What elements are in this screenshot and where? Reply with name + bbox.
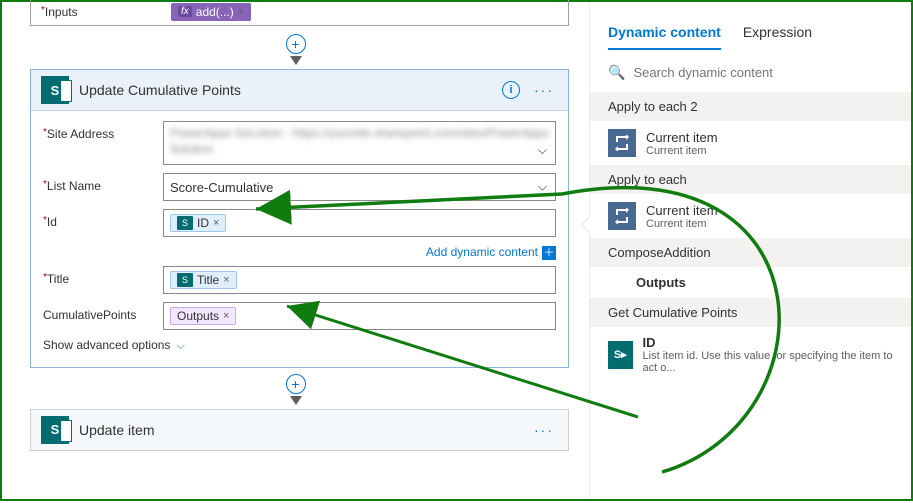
show-advanced-options[interactable]: Show advanced options⌵ — [43, 338, 556, 353]
id-token-remove[interactable]: × — [213, 217, 219, 229]
add-step-button[interactable]: + — [286, 34, 306, 54]
list-name-value: Score-Cumulative — [170, 180, 273, 195]
callout-notch — [582, 217, 590, 233]
sharepoint-icon: S▸ — [608, 341, 633, 369]
flow-canvas: *Inputs fx add(...) × + Update Cumulativ… — [2, 2, 589, 499]
title-row: *Title S Title × — [43, 266, 556, 294]
cumulativepoints-label: CumulativePoints — [43, 302, 163, 322]
chevron-down-icon: ⌵ — [176, 340, 184, 352]
title-token[interactable]: S Title × — [170, 271, 237, 289]
search-box[interactable]: 🔍 — [608, 64, 893, 82]
add-step-button[interactable]: + — [286, 374, 306, 394]
dyn-item-current-item[interactable]: Current item Current item — [590, 121, 911, 165]
search-icon: 🔍 — [608, 64, 625, 81]
update-cumulative-points-card: Update Cumulative Points i ··· *Site Add… — [30, 69, 569, 368]
category-header: Apply to each — [590, 165, 911, 194]
dyn-item-text: ID List item id. Use this value for spec… — [643, 335, 893, 374]
connector-1: + — [12, 34, 579, 65]
action-title: Update Cumulative Points — [79, 82, 492, 98]
dyn-item-text: Current item Current item — [646, 203, 718, 230]
connector-2: + — [12, 374, 579, 405]
category-header: Apply to each 2 — [590, 92, 911, 121]
dyn-item-outputs[interactable]: Outputs — [590, 267, 911, 298]
sharepoint-token-icon: S — [177, 273, 193, 287]
site-address-label: *Site Address — [43, 121, 163, 141]
outputs-token-remove[interactable]: × — [223, 310, 229, 322]
title-label: *Title — [43, 266, 163, 286]
category-header: Get Cumulative Points — [590, 298, 911, 327]
site-address-value: PowerApps SoLotion - https://yoursite.sh… — [170, 126, 549, 157]
id-input[interactable]: S ID × — [163, 209, 556, 237]
arrow-icon — [290, 396, 302, 405]
chevron-down-icon[interactable]: ⌵ — [538, 180, 547, 195]
sharepoint-icon — [41, 416, 69, 444]
outputs-token-text: Outputs — [177, 309, 219, 323]
site-address-row: *Site Address PowerApps SoLotion - https… — [43, 121, 556, 165]
add-dynamic-content-link[interactable]: Add dynamic content＋ — [163, 245, 556, 260]
id-row: *Id S ID × — [43, 209, 556, 237]
fx-icon: fx — [178, 6, 192, 17]
update-item-card: Update item ··· — [30, 409, 569, 451]
dynamic-content-panel: Dynamic content Expression 🔍 Apply to ea… — [589, 2, 911, 499]
id-token[interactable]: S ID × — [170, 214, 226, 232]
cumulativepoints-input[interactable]: Outputs × — [163, 302, 556, 330]
site-address-select[interactable]: PowerApps SoLotion - https://yoursite.sh… — [163, 121, 556, 165]
inputs-label: *Inputs — [41, 5, 161, 19]
title-input[interactable]: S Title × — [163, 266, 556, 294]
action-body: *Site Address PowerApps SoLotion - https… — [31, 111, 568, 367]
info-icon[interactable]: i — [502, 81, 520, 99]
sharepoint-token-icon: S — [177, 216, 193, 230]
fx-add-token[interactable]: fx add(...) × — [171, 3, 251, 21]
fx-token-remove[interactable]: × — [238, 6, 244, 18]
dyn-item-text: Current item Current item — [646, 130, 718, 157]
tab-dynamic-content[interactable]: Dynamic content — [608, 24, 721, 50]
category-header: ComposeAddition — [590, 238, 911, 267]
id-label: *Id — [43, 209, 163, 229]
action-menu[interactable]: ··· — [530, 422, 558, 438]
inputs-row: *Inputs fx add(...) × — [30, 0, 569, 26]
search-input[interactable] — [633, 65, 893, 80]
action-title: Update item — [79, 422, 520, 438]
cumulativepoints-row: CumulativePoints Outputs × — [43, 302, 556, 330]
dynamic-content-list[interactable]: Apply to each 2 Current item Current ite… — [590, 92, 911, 499]
id-token-text: ID — [197, 216, 209, 230]
list-name-select[interactable]: Score-Cumulative ⌵ — [163, 173, 556, 201]
list-name-label: *List Name — [43, 173, 163, 193]
add-dynamic-icon: ＋ — [542, 246, 556, 260]
list-name-row: *List Name Score-Cumulative ⌵ — [43, 173, 556, 201]
dyn-item-id[interactable]: S▸ ID List item id. Use this value for s… — [590, 327, 911, 382]
outputs-token[interactable]: Outputs × — [170, 307, 236, 325]
title-token-text: Title — [197, 273, 219, 287]
action-header[interactable]: Update item ··· — [31, 410, 568, 450]
panel-tabs: Dynamic content Expression — [590, 2, 911, 50]
loop-icon — [608, 129, 636, 157]
fx-token-text: add(...) — [196, 5, 234, 19]
chevron-down-icon[interactable]: ⌵ — [538, 143, 547, 158]
action-menu[interactable]: ··· — [530, 82, 558, 98]
arrow-icon — [290, 56, 302, 65]
loop-icon — [608, 202, 636, 230]
dyn-item-text: Outputs — [608, 275, 686, 290]
dyn-item-current-item[interactable]: Current item Current item — [590, 194, 911, 238]
tab-expression[interactable]: Expression — [743, 24, 812, 50]
action-header[interactable]: Update Cumulative Points i ··· — [31, 70, 568, 111]
title-token-remove[interactable]: × — [223, 274, 229, 286]
sharepoint-icon — [41, 76, 69, 104]
